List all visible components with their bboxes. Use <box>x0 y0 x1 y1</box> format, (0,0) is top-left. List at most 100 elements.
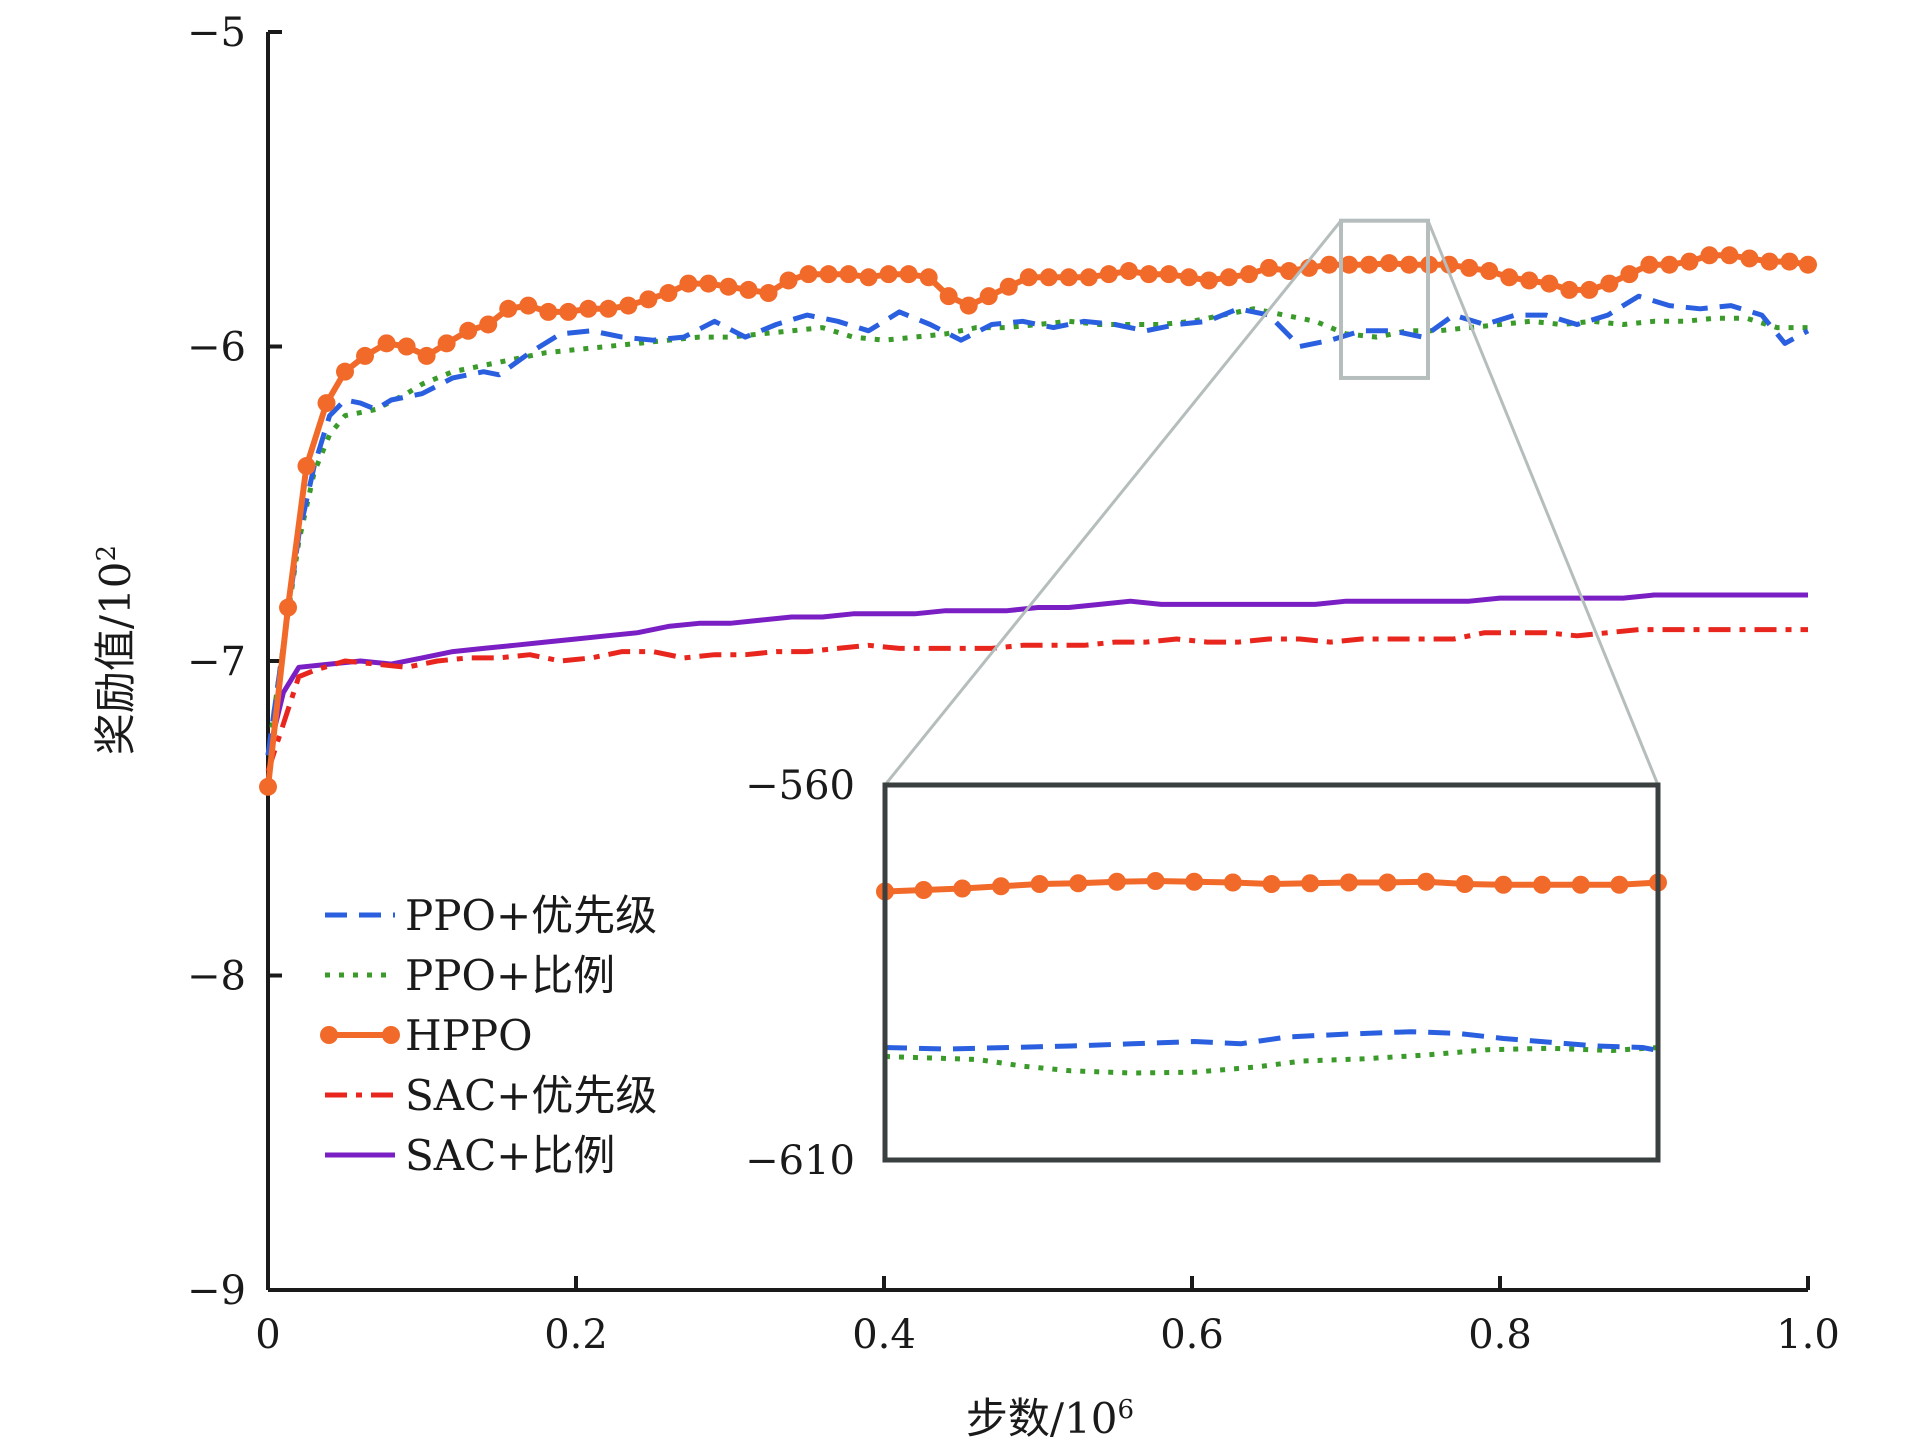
hppo-marker <box>1119 262 1138 281</box>
hppo-marker <box>659 284 678 303</box>
inset-hppo-marker <box>1030 875 1049 893</box>
hppo-marker <box>1280 262 1299 281</box>
hppo-marker <box>799 265 818 284</box>
y-tick-label: −9 <box>187 1268 246 1314</box>
hppo-marker <box>1460 258 1479 277</box>
hppo-marker <box>759 284 778 303</box>
hppo-marker <box>959 296 978 315</box>
zoom-line-left <box>883 219 1343 786</box>
hppo-marker <box>739 280 758 299</box>
hppo-marker <box>1159 265 1178 284</box>
legend-label-ppo-priority: PPO+优先级 <box>405 891 657 940</box>
inset-hppo-marker <box>953 879 972 898</box>
inset-background <box>885 785 1658 1160</box>
hppo-marker <box>1079 268 1098 287</box>
zoom-line-right <box>1426 220 1660 786</box>
hppo-marker <box>1760 252 1779 271</box>
hppo-marker <box>1300 258 1319 277</box>
hppo-marker <box>1139 265 1158 284</box>
inset-hppo-marker <box>1185 872 1204 891</box>
hppo-marker <box>1640 255 1659 274</box>
hppo-marker <box>839 265 858 284</box>
hppo-marker <box>619 296 638 315</box>
x-tick-label: 0.6 <box>1160 1312 1224 1358</box>
series-line-hppo <box>265 252 1809 788</box>
inset-hppo-marker <box>1223 873 1242 892</box>
x-axis-label: 步数/106 <box>966 1394 1134 1441</box>
legend-marker <box>382 1026 400 1044</box>
hppo-marker <box>1360 255 1379 274</box>
hppo-marker <box>1380 254 1399 273</box>
main-plot: −5 −6 −7 −8 −90 0.2 0.4 0.6 0.8 1.0 <box>187 10 1840 1358</box>
hppo-marker <box>356 346 375 365</box>
inset-series-ppo-priority <box>884 1029 1661 1056</box>
inset-hppo-marker <box>1571 875 1590 894</box>
hppo-marker <box>1700 246 1719 265</box>
hppo-marker <box>779 271 798 290</box>
hppo-marker <box>1620 265 1639 284</box>
hppo-marker <box>559 302 578 321</box>
inset-hppo-marker <box>914 881 933 899</box>
hppo-marker <box>1039 268 1058 287</box>
hppo-marker <box>1099 265 1118 284</box>
hppo-marker <box>1340 255 1359 274</box>
hppo-marker <box>719 277 738 296</box>
inset-hppo-marker <box>991 877 1010 896</box>
hppo-marker <box>1239 265 1258 284</box>
inset-plot: −560 −610 <box>745 763 1667 1184</box>
hppo-marker <box>1740 249 1759 268</box>
inset-hppo-marker <box>1417 872 1436 891</box>
inset-hppo-marker <box>1339 873 1358 892</box>
hppo-marker <box>1260 258 1278 277</box>
hppo-marker <box>377 334 396 353</box>
y-tick-label: −8 <box>187 954 246 1000</box>
x-tick-label: 0.8 <box>1468 1312 1532 1358</box>
hppo-marker <box>1780 252 1799 271</box>
legend-marker <box>320 1026 338 1044</box>
inset-hppo-marker <box>1301 874 1320 893</box>
hppo-marker <box>1320 255 1339 274</box>
series-line-ppo-proportional <box>265 306 1808 756</box>
legend-label-ppo-proportional: PPO+比例 <box>405 951 615 1000</box>
hppo-marker <box>1660 255 1679 274</box>
hppo-marker <box>859 268 878 287</box>
inset-hppo-marker <box>1146 872 1165 890</box>
inset-hppo-marker <box>1455 875 1474 893</box>
hppo-marker <box>1179 268 1198 287</box>
hppo-marker <box>519 296 538 315</box>
hppo-marker <box>579 299 598 318</box>
series-line-ppo-priority <box>265 293 1810 756</box>
hppo-marker <box>437 334 456 353</box>
hppo-marker <box>1219 268 1238 287</box>
hppo-marker <box>1799 255 1817 274</box>
hppo-marker <box>1600 274 1619 293</box>
hppo-marker <box>1560 280 1579 299</box>
hppo-marker <box>1059 268 1078 287</box>
hppo-marker <box>1520 271 1539 290</box>
y-tick-label: −6 <box>187 325 246 371</box>
hppo-marker <box>259 777 277 796</box>
inset-series-ppo-proportional <box>884 1045 1659 1076</box>
inset-hppo-marker <box>1610 875 1629 894</box>
hppo-marker <box>1540 274 1559 293</box>
inset-y-tick-label: −560 <box>745 763 855 809</box>
hppo-marker <box>1199 271 1218 290</box>
hppo-marker <box>1500 268 1519 287</box>
y-tick-label: −7 <box>187 639 246 685</box>
axis-labels: 步数/106 奖励值/102 <box>91 545 1134 1441</box>
inset-hppo-marker <box>1262 875 1281 893</box>
inset-hppo-marker <box>1378 873 1397 892</box>
hppo-marker <box>1019 268 1038 287</box>
hppo-marker <box>1580 280 1599 299</box>
hppo-marker <box>699 274 718 293</box>
series-line-sac-priority <box>265 627 1808 772</box>
inset-hppo-marker <box>1107 872 1126 891</box>
x-tick-label: 1.0 <box>1776 1312 1840 1358</box>
legend-label-sac-priority: SAC+优先级 <box>405 1071 657 1120</box>
hppo-marker <box>397 337 416 356</box>
hppo-marker <box>417 346 436 365</box>
inset-hppo-marker <box>1069 874 1088 893</box>
x-tick-label: 0 <box>255 1312 280 1358</box>
hppo-marker <box>1720 246 1739 265</box>
